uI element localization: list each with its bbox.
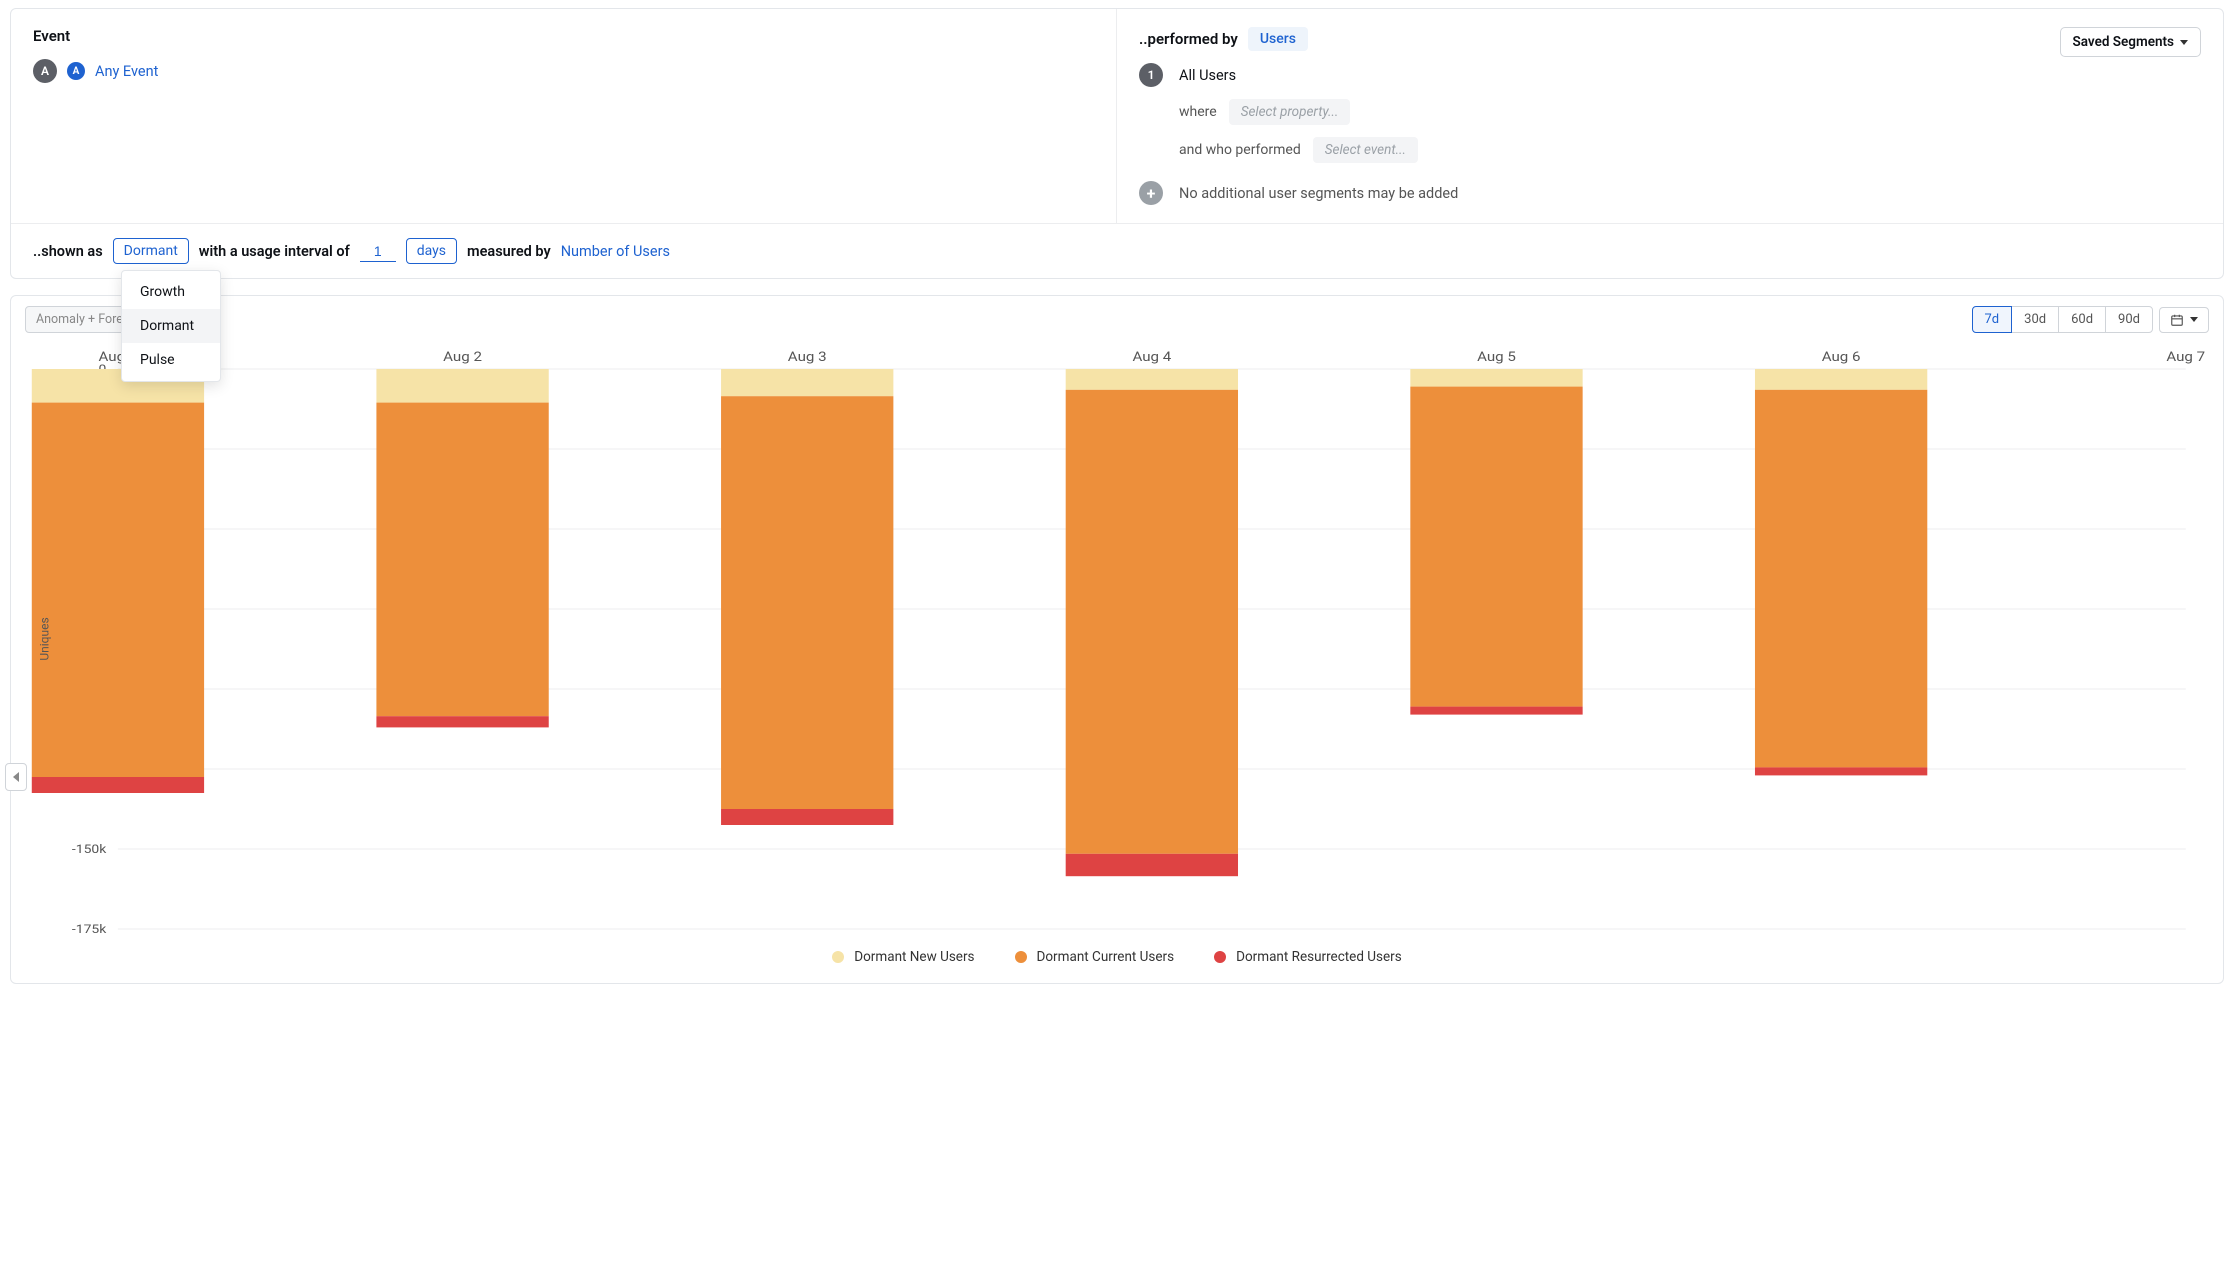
- saved-segments-button[interactable]: Saved Segments: [2060, 27, 2201, 57]
- legend-label: Dormant New Users: [854, 949, 974, 965]
- event-row: A A Any Event: [33, 59, 1094, 83]
- legend-swatch-icon: [1015, 951, 1027, 963]
- segment-label-all-users[interactable]: All Users: [1179, 67, 1236, 84]
- svg-text:Aug 6: Aug 6: [1822, 350, 1861, 365]
- chart-card: Anomaly + Forecast 7d30d60d90d Uniques 0…: [10, 295, 2224, 984]
- measured-by-label: measured by: [467, 243, 551, 260]
- svg-text:Aug 7: Aug 7: [2166, 350, 2205, 365]
- chevron-down-icon: [2180, 40, 2188, 45]
- legend-swatch-icon: [832, 951, 844, 963]
- legend-item[interactable]: Dormant Resurrected Users: [1214, 949, 1402, 965]
- who-performed-event-select[interactable]: Select event...: [1313, 137, 1418, 163]
- chart-plot-area: Uniques 0-25k-50k-75k-100k-125k-150k-175…: [25, 339, 2209, 939]
- chevron-down-icon: [2190, 317, 2198, 322]
- dropdown-option-growth[interactable]: Growth: [122, 275, 220, 309]
- who-performed-label: and who performed: [1179, 142, 1301, 158]
- who-performed-row: and who performed Select event...: [1179, 137, 2201, 163]
- add-segment-text: No additional user segments may be added: [1179, 185, 1458, 202]
- event-chip-letter: A: [33, 59, 57, 83]
- where-row: where Select property...: [1179, 99, 2201, 125]
- legend-item[interactable]: Dormant Current Users: [1015, 949, 1175, 965]
- svg-text:-150k: -150k: [72, 843, 107, 857]
- svg-text:Aug 5: Aug 5: [1477, 350, 1516, 365]
- time-range-group: 7d30d60d90d: [1972, 306, 2154, 333]
- any-event-link[interactable]: Any Event: [95, 63, 158, 80]
- add-segment-icon: +: [1139, 181, 1163, 205]
- event-chip-letter-small: A: [67, 62, 85, 80]
- event-panel: Event A A Any Event: [11, 9, 1117, 223]
- interval-unit-select[interactable]: days: [406, 238, 457, 264]
- where-property-select[interactable]: Select property...: [1229, 99, 1351, 125]
- interval-text-before: with a usage interval of: [199, 243, 350, 260]
- performed-by-label: ..performed by: [1139, 30, 1238, 48]
- legend-label: Dormant Current Users: [1037, 949, 1175, 965]
- chart-legend: Dormant New Users Dormant Current Users Do…: [25, 939, 2209, 973]
- entity-pill-users[interactable]: Users: [1248, 27, 1308, 51]
- add-segment-row: + No additional user segments may be add…: [1139, 181, 2201, 205]
- saved-segments-label: Saved Segments: [2073, 34, 2174, 50]
- legend-swatch-icon: [1214, 951, 1226, 963]
- range-button-30d[interactable]: 30d: [2011, 306, 2059, 333]
- y-axis-label: Uniques: [38, 617, 52, 660]
- range-button-60d[interactable]: 60d: [2058, 306, 2106, 333]
- chart-svg: 0-25k-50k-75k-100k-125k-150k-175kAug 1Au…: [25, 339, 2209, 939]
- calendar-icon: [2170, 313, 2184, 327]
- segment-number-badge: 1: [1139, 63, 1163, 87]
- shown-as-label: ..shown as: [33, 243, 103, 260]
- range-button-7d[interactable]: 7d: [1972, 306, 2013, 333]
- range-button-90d[interactable]: 90d: [2105, 306, 2153, 333]
- svg-text:Aug 2: Aug 2: [443, 350, 482, 365]
- legend-item[interactable]: Dormant New Users: [832, 949, 974, 965]
- shown-as-dropdown: GrowthDormantPulse: [121, 270, 221, 382]
- query-builder-card: Event A A Any Event ..performed by Users…: [10, 8, 2224, 279]
- shown-as-mode-select[interactable]: Dormant: [113, 238, 189, 264]
- query-top-row: Event A A Any Event ..performed by Users…: [11, 9, 2223, 223]
- interval-value-input[interactable]: [360, 241, 396, 262]
- svg-text:-175k: -175k: [72, 923, 107, 937]
- performed-panel: ..performed by Users Saved Segments 1 Al…: [1117, 9, 2223, 223]
- performed-title-row: ..performed by Users: [1139, 27, 2201, 51]
- segment-row-1: 1 All Users: [1139, 63, 2201, 87]
- legend-label: Dormant Resurrected Users: [1236, 949, 1402, 965]
- svg-text:Aug 4: Aug 4: [1132, 350, 1171, 365]
- dropdown-option-pulse[interactable]: Pulse: [122, 343, 220, 377]
- where-label: where: [1179, 104, 1217, 120]
- measured-by-value[interactable]: Number of Users: [561, 243, 670, 260]
- svg-text:Aug 3: Aug 3: [788, 350, 827, 365]
- shown-as-row: ..shown as Dormant with a usage interval…: [11, 223, 2223, 278]
- dropdown-option-dormant[interactable]: Dormant: [122, 309, 220, 343]
- chart-toolbar: Anomaly + Forecast 7d30d60d90d: [11, 296, 2223, 333]
- calendar-range-button[interactable]: [2159, 307, 2209, 333]
- event-title: Event: [33, 27, 1094, 45]
- chart-body: Uniques 0-25k-50k-75k-100k-125k-150k-175…: [11, 333, 2223, 983]
